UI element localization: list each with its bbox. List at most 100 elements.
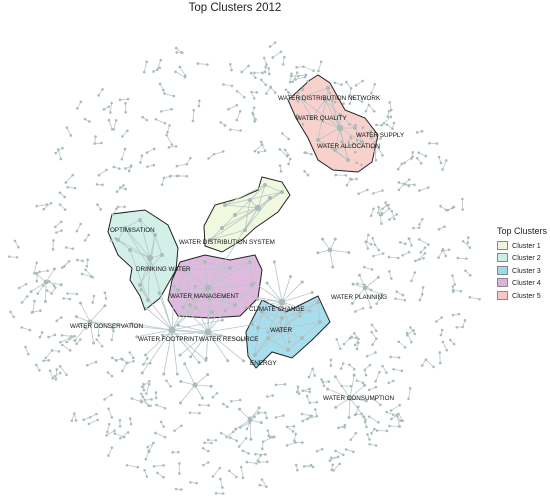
node xyxy=(39,309,42,313)
node xyxy=(300,412,304,416)
node xyxy=(403,182,406,186)
node xyxy=(126,97,130,101)
node xyxy=(192,382,198,388)
node xyxy=(343,423,347,427)
edge xyxy=(249,261,253,286)
node xyxy=(365,425,368,429)
node xyxy=(235,439,238,443)
edge xyxy=(373,253,384,257)
node xyxy=(106,430,109,434)
node xyxy=(38,368,41,372)
node xyxy=(315,414,319,418)
node xyxy=(288,274,292,278)
node xyxy=(438,361,442,365)
node xyxy=(197,360,201,364)
edge xyxy=(179,331,209,356)
node xyxy=(60,266,64,269)
node xyxy=(354,151,357,154)
node xyxy=(417,238,421,241)
node xyxy=(65,126,69,130)
node xyxy=(67,259,71,263)
node xyxy=(211,475,215,478)
node xyxy=(344,448,348,451)
node xyxy=(251,112,255,116)
edge xyxy=(147,257,151,301)
node xyxy=(361,126,365,129)
edge xyxy=(179,66,186,76)
edge xyxy=(149,234,156,269)
node xyxy=(329,364,333,367)
node xyxy=(63,208,67,211)
node xyxy=(239,465,243,469)
node xyxy=(111,213,115,216)
node xyxy=(247,452,250,455)
node xyxy=(377,297,381,301)
node xyxy=(130,322,134,326)
node xyxy=(369,129,372,133)
node xyxy=(265,395,269,398)
node xyxy=(154,117,158,121)
edge xyxy=(97,325,100,336)
node xyxy=(165,133,168,137)
node xyxy=(68,297,72,301)
node xyxy=(105,168,108,172)
node xyxy=(152,441,155,445)
node xyxy=(326,387,330,391)
node xyxy=(354,412,358,416)
node xyxy=(252,106,256,109)
node xyxy=(306,79,310,83)
edge xyxy=(307,415,318,420)
node xyxy=(154,431,157,435)
edge xyxy=(279,311,301,331)
node xyxy=(89,275,93,278)
edge xyxy=(139,284,149,301)
node xyxy=(258,483,262,487)
label-water: WATER xyxy=(270,327,292,334)
node xyxy=(263,70,267,74)
edge xyxy=(279,321,321,331)
node xyxy=(310,414,314,418)
node xyxy=(370,268,374,271)
node xyxy=(247,417,253,423)
node xyxy=(311,465,315,469)
edge xyxy=(184,269,209,289)
node xyxy=(266,336,270,340)
edge xyxy=(171,329,207,361)
node xyxy=(247,64,250,68)
node xyxy=(238,398,242,402)
node xyxy=(281,62,285,66)
node xyxy=(50,349,54,352)
node xyxy=(387,207,391,210)
node xyxy=(370,146,374,149)
node xyxy=(253,353,257,357)
node xyxy=(356,405,360,409)
edge xyxy=(408,388,411,399)
node xyxy=(386,115,390,118)
node xyxy=(42,359,45,363)
edge xyxy=(82,273,91,277)
node xyxy=(272,260,276,264)
node xyxy=(466,236,470,239)
node xyxy=(219,431,223,435)
node xyxy=(12,315,16,319)
node xyxy=(389,115,393,119)
edge xyxy=(368,104,375,112)
edge xyxy=(121,148,126,160)
node xyxy=(365,240,368,243)
node xyxy=(66,292,69,295)
node xyxy=(145,475,149,478)
node xyxy=(455,325,459,329)
node xyxy=(113,429,116,432)
node xyxy=(328,459,332,462)
node xyxy=(235,90,239,93)
node xyxy=(370,330,374,334)
node xyxy=(310,152,313,156)
edge xyxy=(229,470,237,478)
edge xyxy=(88,419,98,425)
node xyxy=(302,465,306,468)
node xyxy=(278,298,286,306)
edge xyxy=(240,466,244,478)
node xyxy=(244,437,248,440)
edge xyxy=(207,261,251,289)
edge xyxy=(129,249,149,301)
